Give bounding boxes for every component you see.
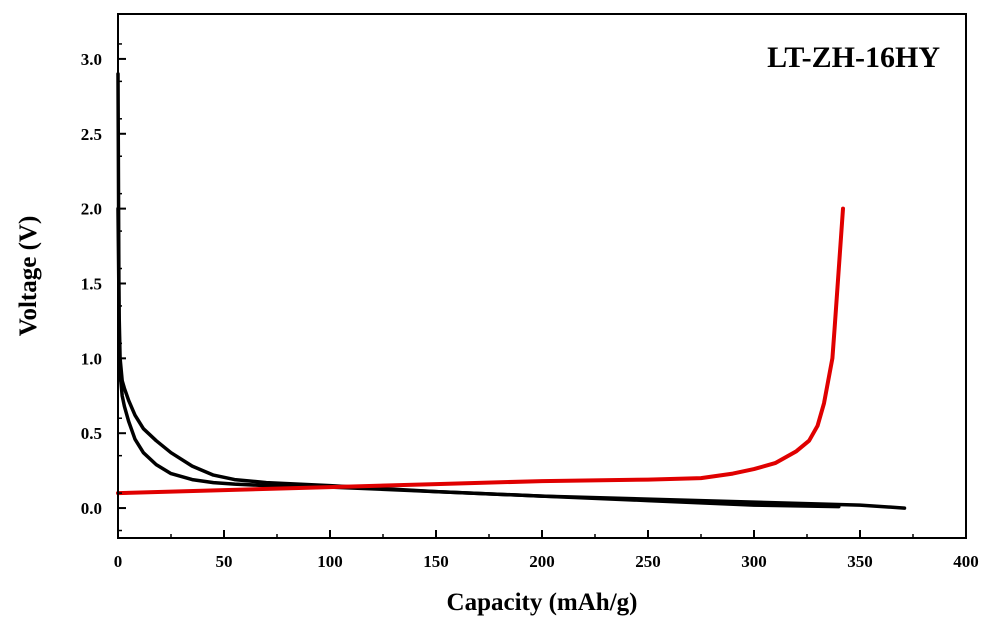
y-tick-label: 0.0 — [81, 499, 102, 518]
y-tick-label: 2.5 — [81, 125, 102, 144]
y-tick-label: 0.5 — [81, 424, 102, 443]
curves-layer — [116, 72, 907, 510]
y-tick-label: 2.0 — [81, 200, 102, 219]
x-tick-label: 100 — [317, 552, 343, 571]
series-line-3 — [116, 206, 845, 496]
x-tick-label: 300 — [741, 552, 767, 571]
x-tick-label: 0 — [114, 552, 123, 571]
series-line-1 — [116, 206, 907, 510]
y-tick-label: 1.5 — [81, 274, 102, 293]
x-axis-title: Capacity (mAh/g) — [447, 589, 638, 616]
x-tick-label: 200 — [529, 552, 555, 571]
y-tick-label: 1.0 — [81, 349, 102, 368]
x-tick-label: 350 — [847, 552, 873, 571]
sample-label: LT-ZH-16HY — [767, 41, 940, 74]
y-tick-label: 3.0 — [81, 50, 102, 69]
x-tick-label: 50 — [216, 552, 233, 571]
x-tick-label: 250 — [635, 552, 661, 571]
x-tick-label: 400 — [953, 552, 979, 571]
ticks-layer: 0 50 100 150 200 250 300 350 400 0.0 0.5 1.0 1.5 2.0 2… — [81, 43, 979, 571]
y-axis-title: Voltage (V) — [15, 216, 42, 337]
series-line-2 — [116, 72, 841, 509]
x-tick-label: 150 — [423, 552, 449, 571]
